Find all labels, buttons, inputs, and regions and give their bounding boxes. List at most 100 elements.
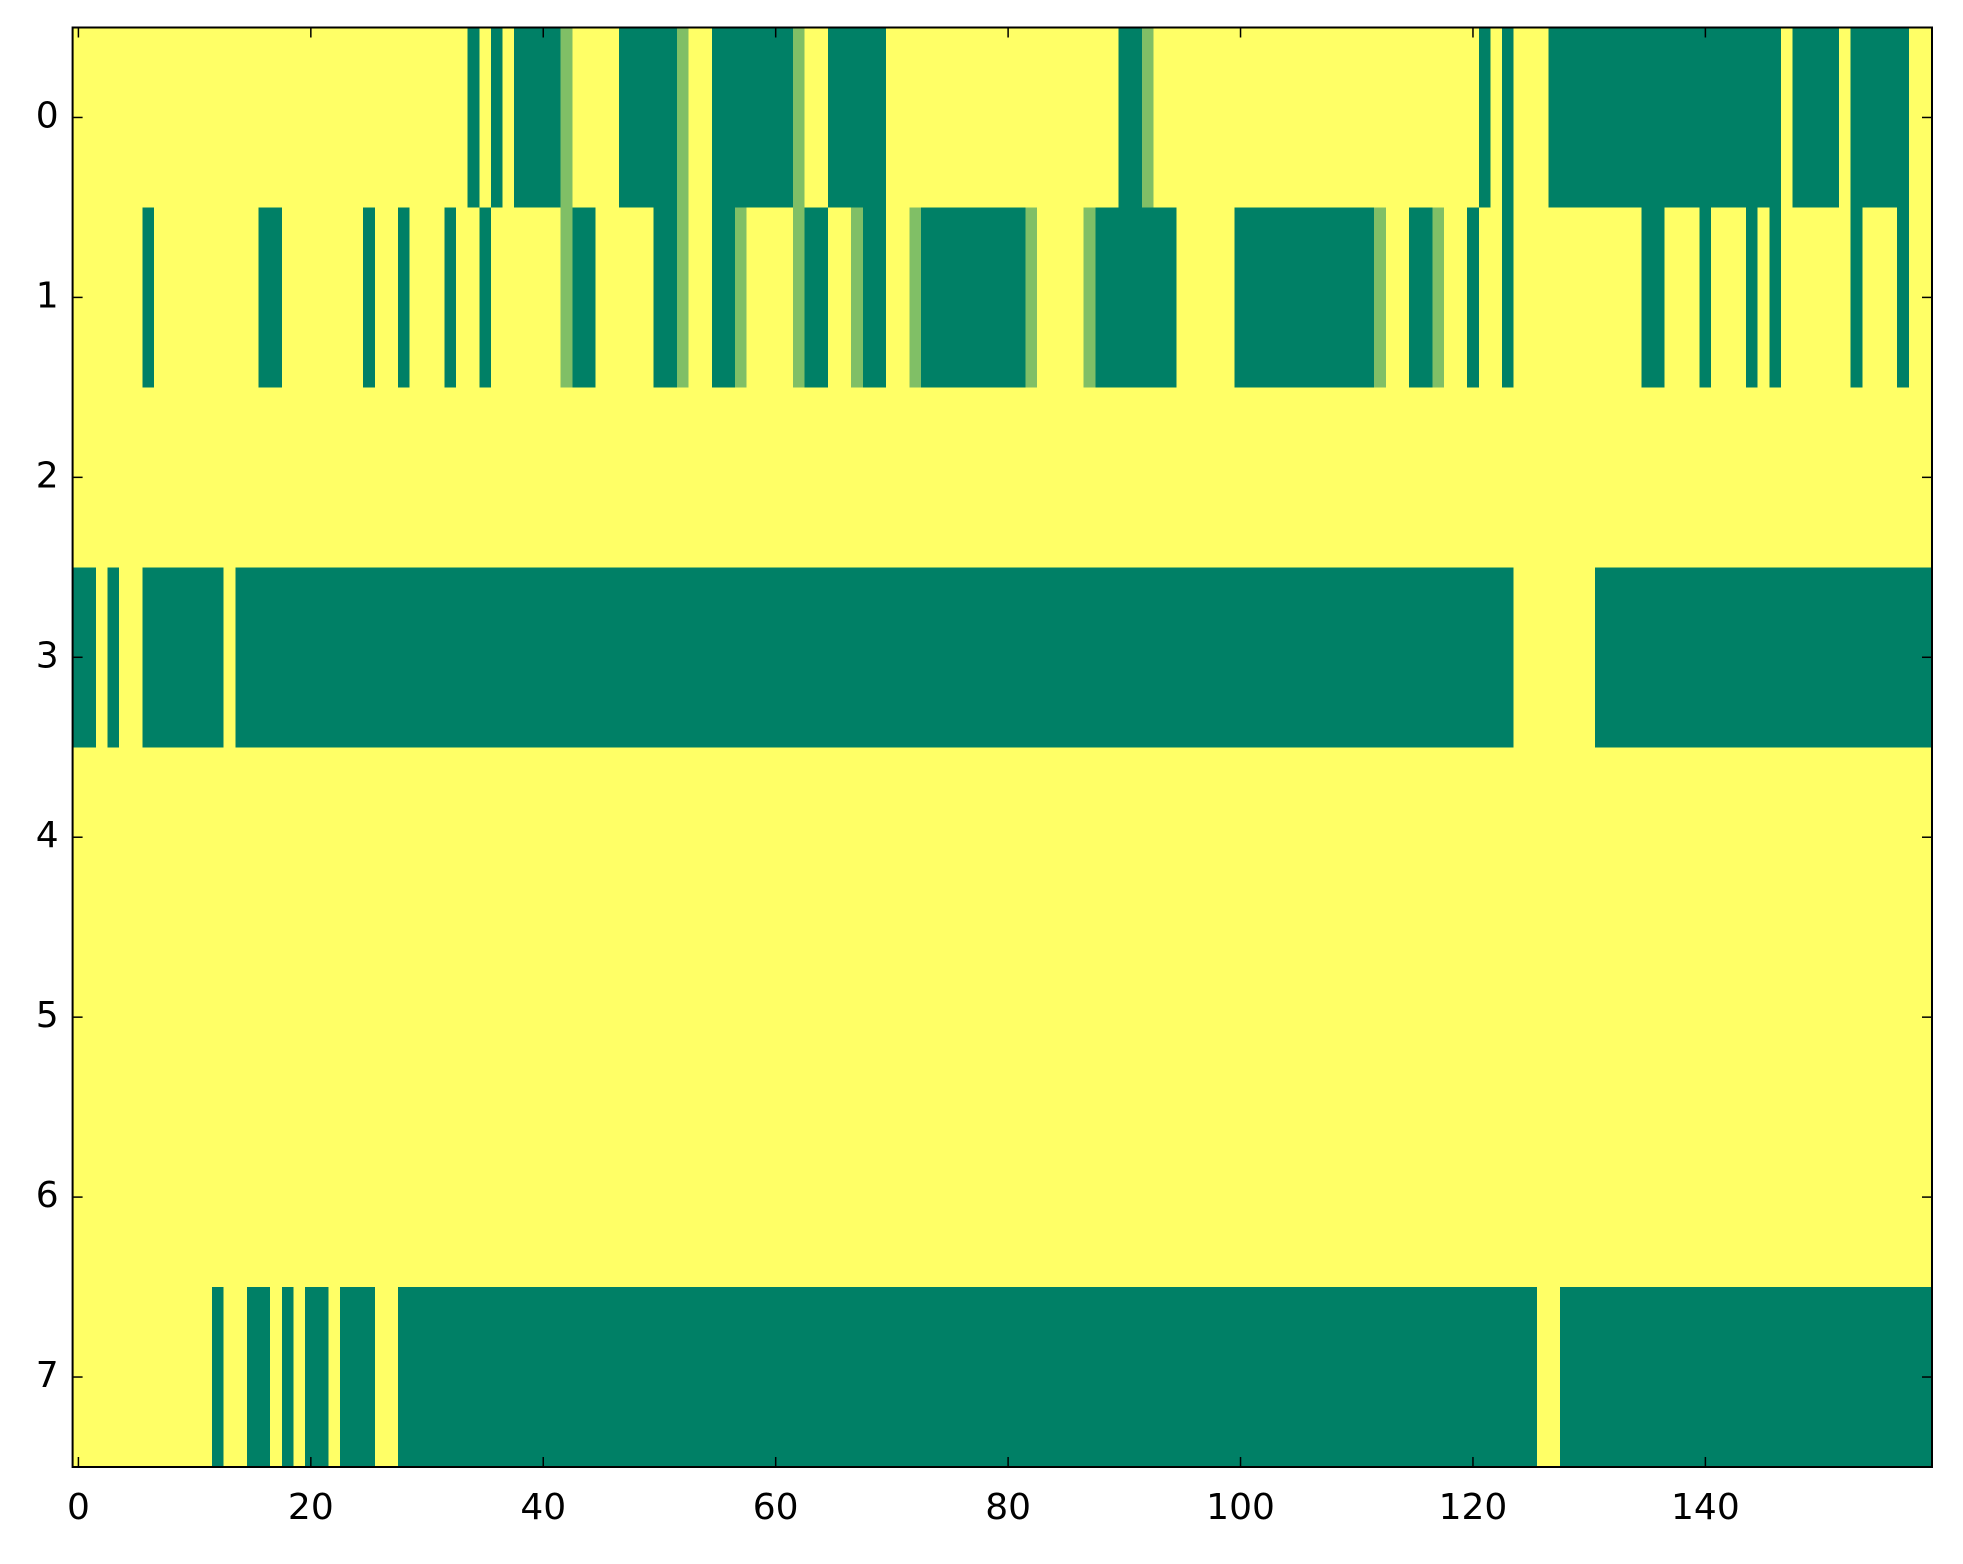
heatmap-cell <box>1897 207 1910 388</box>
heatmap-cell <box>1188 567 1201 748</box>
heatmap-cell <box>270 927 283 1108</box>
heatmap-cell <box>165 927 178 1108</box>
heatmap-cell <box>258 567 271 748</box>
heatmap-cell <box>909 1107 922 1288</box>
heatmap-cell <box>1502 567 1515 748</box>
heatmap-cell <box>305 387 318 568</box>
heatmap-cell <box>758 747 771 928</box>
heatmap-cell <box>804 387 817 568</box>
heatmap-cell <box>1246 1107 1259 1288</box>
heatmap-cell <box>409 567 422 748</box>
heatmap-cell <box>897 27 910 209</box>
heatmap-cell <box>386 1107 399 1288</box>
heatmap-cell <box>676 207 690 388</box>
heatmap-cell <box>212 927 225 1108</box>
heatmap-cell <box>95 207 109 388</box>
heatmap-cell <box>1420 927 1433 1108</box>
heatmap-cell <box>1478 927 1491 1108</box>
heatmap-cell <box>1141 1107 1154 1288</box>
heatmap-cell <box>1664 1107 1677 1288</box>
heatmap-cell <box>1060 747 1073 928</box>
heatmap-cell <box>1409 747 1422 928</box>
heatmap-cell <box>386 567 399 748</box>
heatmap-cell <box>1839 567 1852 748</box>
heatmap-cell <box>1560 1107 1573 1288</box>
heatmap-cell <box>1502 927 1515 1108</box>
heatmap-cell <box>351 207 364 388</box>
heatmap-cell <box>630 1287 643 1468</box>
heatmap-cell <box>351 27 364 209</box>
heatmap-cell <box>1606 1287 1619 1468</box>
heatmap-cell <box>514 1287 527 1468</box>
heatmap-cell <box>1176 747 1189 928</box>
heatmap-cell <box>897 747 910 928</box>
heatmap-cell <box>1083 927 1096 1108</box>
heatmap-cell <box>1897 1107 1910 1288</box>
heatmap-cell <box>1606 927 1619 1108</box>
heatmap-cell <box>1490 1287 1503 1468</box>
heatmap-cell <box>351 1107 364 1288</box>
heatmap-cell <box>1757 1287 1770 1468</box>
heatmap-cell <box>1839 27 1852 209</box>
heatmap-cell <box>1653 1107 1666 1288</box>
heatmap-cell <box>839 207 852 388</box>
heatmap-cell <box>909 1287 922 1468</box>
heatmap-cell <box>1687 1107 1701 1288</box>
heatmap-cell <box>490 567 504 748</box>
heatmap-cell <box>479 567 492 748</box>
heatmap-cell <box>456 387 469 568</box>
heatmap-cell <box>490 387 504 568</box>
heatmap-cell <box>177 1287 190 1468</box>
heatmap-cell <box>607 1107 620 1288</box>
heatmap-cell <box>1827 27 1840 209</box>
heatmap-cell <box>212 207 225 388</box>
heatmap-cell <box>1873 27 1887 209</box>
heatmap-cell <box>630 747 643 928</box>
heatmap-cell <box>1583 747 1596 928</box>
heatmap-cell <box>1164 1107 1178 1288</box>
heatmap-cell <box>676 1287 690 1468</box>
heatmap-cell <box>1571 567 1584 748</box>
heatmap-cell <box>200 207 213 388</box>
heatmap-cell <box>1199 387 1213 568</box>
heatmap-cell <box>758 1287 771 1468</box>
heatmap-cell <box>955 387 969 568</box>
heatmap-cell <box>769 927 783 1108</box>
heatmap-cell <box>793 27 806 209</box>
heatmap-cell <box>188 27 202 209</box>
heatmap-cell <box>862 387 876 568</box>
heatmap-cell <box>514 207 527 388</box>
heatmap-cell <box>397 927 411 1108</box>
heatmap-cell <box>1339 747 1352 928</box>
heatmap-cell <box>479 1107 492 1288</box>
heatmap-cell <box>1350 387 1364 568</box>
heatmap-cell <box>281 747 295 928</box>
heatmap-cell <box>1839 1107 1852 1288</box>
heatmap-cell <box>1571 207 1584 388</box>
heatmap-cell <box>1629 1107 1643 1288</box>
heatmap-cell <box>130 27 143 209</box>
heatmap-cell <box>490 1107 504 1288</box>
heatmap-cell <box>95 387 109 568</box>
heatmap-cell <box>1141 567 1154 748</box>
heatmap-cell <box>1792 927 1805 1108</box>
heatmap-cell <box>1141 27 1154 209</box>
heatmap-cell <box>1013 387 1027 568</box>
heatmap-cell <box>1594 1107 1608 1288</box>
heatmap-cell <box>642 27 655 209</box>
heatmap-cell <box>1757 27 1770 209</box>
heatmap-cell <box>572 1287 585 1468</box>
heatmap-cell <box>979 207 992 388</box>
heatmap-cell <box>153 207 167 388</box>
heatmap-cell <box>1455 747 1468 928</box>
heatmap-cell <box>1525 27 1538 209</box>
heatmap-cell <box>1095 927 1108 1108</box>
heatmap-cell <box>1687 1287 1701 1468</box>
heatmap-cell <box>1839 1287 1852 1468</box>
heatmap-cell <box>676 27 690 209</box>
heatmap-cell <box>1478 27 1491 209</box>
heatmap-cell <box>177 927 190 1108</box>
heatmap-cell <box>583 567 597 748</box>
heatmap-cell <box>1211 1107 1224 1288</box>
heatmap-cell <box>1409 567 1422 748</box>
